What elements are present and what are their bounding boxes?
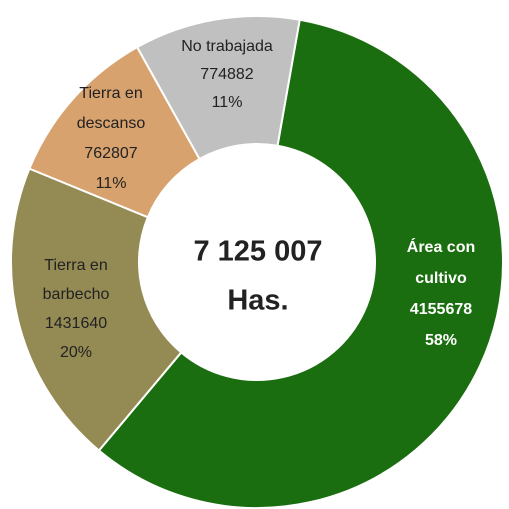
donut-slice (97, 18, 504, 509)
slice-value: 1431640 (45, 315, 107, 332)
donut-slice (135, 15, 301, 161)
slice-category: descanso (77, 115, 146, 132)
slice-percent: 20% (60, 344, 92, 361)
slice-category: Tierra en (79, 85, 142, 102)
slice-category: No trabajada (181, 38, 273, 55)
center-total: 7 125 007 (193, 236, 322, 268)
slice-percent: 11% (96, 175, 127, 192)
slice-value: 4155678 (410, 301, 472, 318)
donut-slice (10, 167, 183, 452)
slice-percent: 58% (425, 332, 457, 349)
slice-value: 762807 (84, 145, 137, 162)
slice-percent: 11% (212, 94, 243, 111)
slice-value: 774882 (200, 66, 253, 83)
slice-category: barbecho (43, 286, 110, 303)
slice-category: cultivo (415, 270, 467, 287)
slice-category: Área con (407, 237, 475, 256)
slice-category: Tierra en (44, 257, 107, 274)
center-unit: Has. (227, 285, 288, 317)
